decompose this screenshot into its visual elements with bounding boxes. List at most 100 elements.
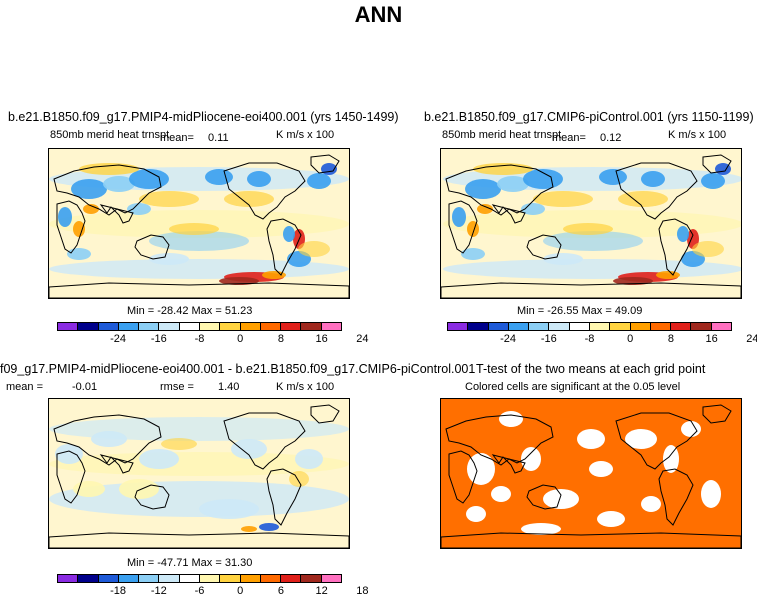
colorbar-swatch [711,323,731,330]
panel1-units: K m/s x 100 [276,129,335,141]
colorbar-tick-label: 18 [356,585,369,597]
continent-outline [441,282,741,298]
colorbar-swatch [281,575,302,582]
field-contour [247,171,271,187]
colorbar-swatch [529,323,550,330]
colorbar-swatch [220,575,241,582]
insignificant-area [521,523,561,535]
continent-outline [491,454,526,474]
colorbar-swatch [118,323,140,330]
field-contour [473,163,533,175]
field-contour [599,169,627,185]
colorbar-swatch [569,323,590,330]
panel3-mean-label: mean = [6,381,43,393]
panel2-mean-value: 0.12 [600,132,622,144]
field-contour [452,207,466,227]
field-contour [523,169,563,189]
field-contour [161,438,197,450]
colorbar-tick-label: 8 [277,333,284,345]
colorbar-swatch [301,575,322,582]
colorbar-tick-label: -6 [194,585,205,597]
colorbar-swatch [671,323,692,330]
field-contour [103,176,135,192]
colorbar-tick-label: 0 [627,333,634,345]
colorbar-tick-label: 0 [237,585,244,597]
continent-outline [615,162,698,220]
panel1-colorbar [57,322,342,331]
field-contour [701,173,725,189]
colorbar-swatch [179,323,200,330]
colorbar-tick-label: 12 [315,585,328,597]
colorbar-swatch [159,323,180,330]
colorbar-swatch [448,323,469,330]
insignificant-area [521,447,541,471]
panel3-rmse-value: 1.40 [218,381,240,393]
colorbar-swatch [139,323,160,330]
panel2-title: b.e21.B1850.f09_g17.CMIP6-piControl.001 … [424,110,754,124]
field-contour [467,221,479,237]
panel2-minmax: Min = -26.55 Max = 49.09 [517,305,643,317]
continent-outline [448,450,478,504]
field-contour [692,241,724,257]
field-contour [241,526,257,532]
insignificant-area [491,486,511,502]
panel1-title: b.e21.B1850.f09_g17.PMIP4-midPliocene-eo… [8,110,399,124]
insignificant-area [663,445,679,473]
panel1-mean-value: 0.11 [208,132,229,144]
continent-outline [658,468,694,526]
field-contour [58,207,72,227]
field-contour [618,191,668,207]
field-contour [283,226,295,242]
colorbar-swatch [199,323,221,330]
field-contour [656,271,680,279]
field-contour [119,479,159,499]
colorbar-tick-label: 16 [315,333,328,345]
panel4-title: T-test of the two means at each grid poi… [476,362,706,376]
colorbar-tick-label: -24 [500,333,517,345]
continent-outline [223,162,306,220]
continent-outline [56,450,86,504]
field-contour [543,253,583,265]
field-contour [67,248,91,260]
colorbar-swatch [139,575,160,582]
field-contour [73,481,105,497]
field-contour [465,179,501,199]
field-contour [199,499,259,519]
colorbar-swatch [301,323,322,330]
figure-title: ANN [354,2,403,27]
colorbar-swatch [468,323,489,330]
field-contour [71,179,107,199]
field-contour [169,223,219,235]
continent-outline [223,412,306,470]
field-contour [461,248,485,260]
colorbar-swatch [58,323,79,330]
continent-outline [56,200,86,254]
colorbar-swatch [240,323,261,330]
field-contour [205,169,233,185]
field-contour [497,176,529,192]
panel3-map [48,398,350,549]
insignificant-area [543,489,579,509]
insignificant-area [597,511,625,527]
continent-outline [448,200,478,254]
field-contour [149,253,189,265]
field-contour [521,203,545,215]
colorbar-swatch [240,575,261,582]
panel1-mean-label: mean= [160,132,194,144]
field-contour [298,241,330,257]
colorbar-tick-label: -18 [110,585,127,597]
colorbar-swatch [199,575,221,582]
colorbar-tick-label: 24 [746,333,757,345]
continent-outline [441,532,741,548]
panel3-mean-value: -0.01 [72,381,98,393]
continent-outline [310,404,340,424]
panel2-variable: 850mb merid heat trnspt [442,129,562,141]
colorbar-tick-label: -16 [150,333,167,345]
colorbar-swatch [260,575,282,582]
colorbar-swatch [650,323,672,330]
continent-outline [266,218,302,276]
insignificant-area [681,421,701,437]
continent-outline [702,154,732,174]
continent-outline [134,484,170,510]
continent-outline [526,484,562,510]
